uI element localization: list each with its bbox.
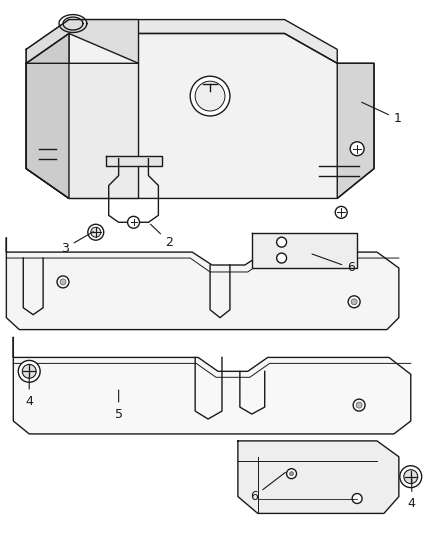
Text: 1: 1 (362, 102, 402, 125)
Text: 2: 2 (151, 224, 173, 249)
Circle shape (353, 399, 365, 411)
Polygon shape (106, 156, 162, 166)
Circle shape (127, 216, 140, 228)
Polygon shape (26, 34, 69, 198)
Polygon shape (252, 233, 357, 268)
Polygon shape (26, 20, 337, 63)
Polygon shape (238, 441, 399, 513)
Polygon shape (13, 337, 411, 434)
Circle shape (57, 276, 69, 288)
Circle shape (404, 470, 418, 483)
Circle shape (60, 279, 66, 285)
Text: 6: 6 (250, 472, 286, 503)
Circle shape (91, 227, 101, 237)
Polygon shape (26, 63, 138, 198)
Circle shape (277, 237, 286, 247)
Circle shape (195, 81, 225, 111)
Circle shape (290, 472, 293, 475)
Circle shape (351, 299, 357, 305)
Circle shape (400, 466, 422, 488)
Circle shape (335, 206, 347, 219)
Circle shape (22, 365, 36, 378)
Circle shape (356, 402, 362, 408)
Polygon shape (26, 34, 69, 198)
Circle shape (350, 142, 364, 156)
Circle shape (277, 253, 286, 263)
Circle shape (18, 360, 40, 382)
Polygon shape (337, 63, 374, 198)
Text: 3: 3 (61, 232, 93, 255)
Circle shape (190, 76, 230, 116)
Circle shape (352, 494, 362, 504)
Circle shape (286, 469, 297, 479)
Polygon shape (26, 20, 138, 63)
Circle shape (348, 296, 360, 308)
Polygon shape (7, 238, 399, 329)
Text: 4: 4 (25, 377, 33, 408)
Polygon shape (26, 34, 374, 198)
Text: 6: 6 (312, 254, 355, 274)
Text: 5: 5 (115, 390, 123, 421)
Circle shape (88, 224, 104, 240)
Text: 4: 4 (408, 480, 416, 510)
